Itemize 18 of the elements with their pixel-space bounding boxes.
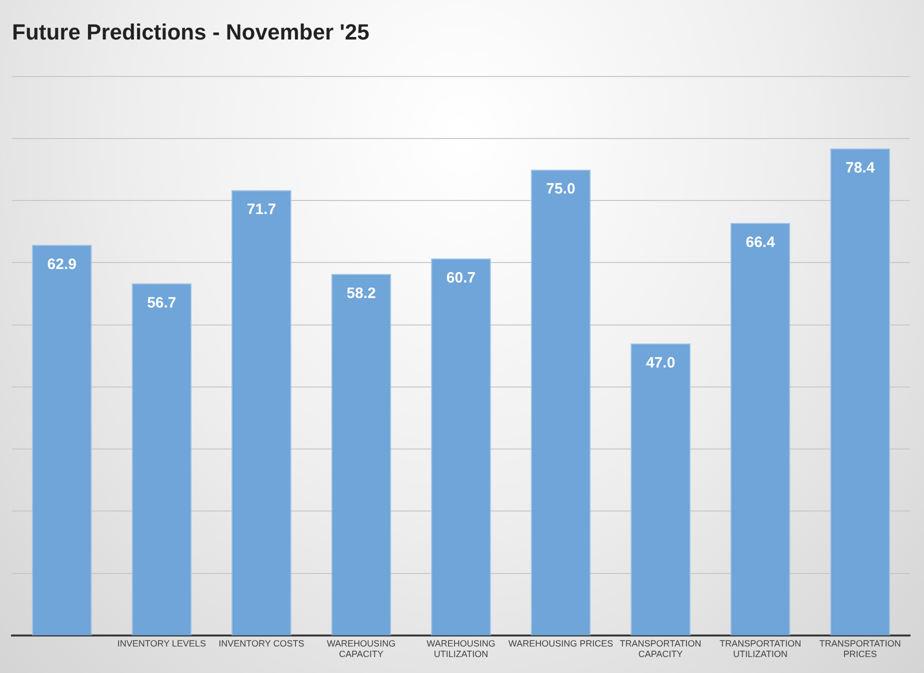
- x-tick-label: WAREHOUSING PRICES: [508, 638, 614, 648]
- data-label: 78.4: [846, 160, 876, 177]
- x-tick-label: WAREHOUSING CAPACITY: [326, 638, 396, 660]
- x-tick-label: INVENTORY COSTS: [218, 638, 304, 648]
- data-label: 58.2: [346, 285, 376, 302]
- x-tick-label: TRANSPORTATION CAPACITY: [620, 638, 702, 660]
- data-label: 71.7: [246, 201, 276, 218]
- x-tick-label: TRANSPORTATION UTILIZATION: [720, 638, 802, 660]
- data-label: 62.9: [47, 256, 76, 273]
- data-label: 47.0: [646, 354, 676, 372]
- x-tick-label: TRANSPORTATION PRICES: [819, 638, 901, 660]
- x-tick-label: WAREHOUSING UTILIZATION: [426, 638, 496, 660]
- x-tick-label: INVENTORY LEVELS: [117, 638, 206, 648]
- chart-title: Future Predictions - November '25: [12, 19, 370, 44]
- data-label: 60.7: [446, 270, 476, 287]
- data-label: 56.7: [147, 294, 176, 312]
- data-label: 75.0: [546, 180, 576, 198]
- data-label: 66.4: [746, 234, 776, 252]
